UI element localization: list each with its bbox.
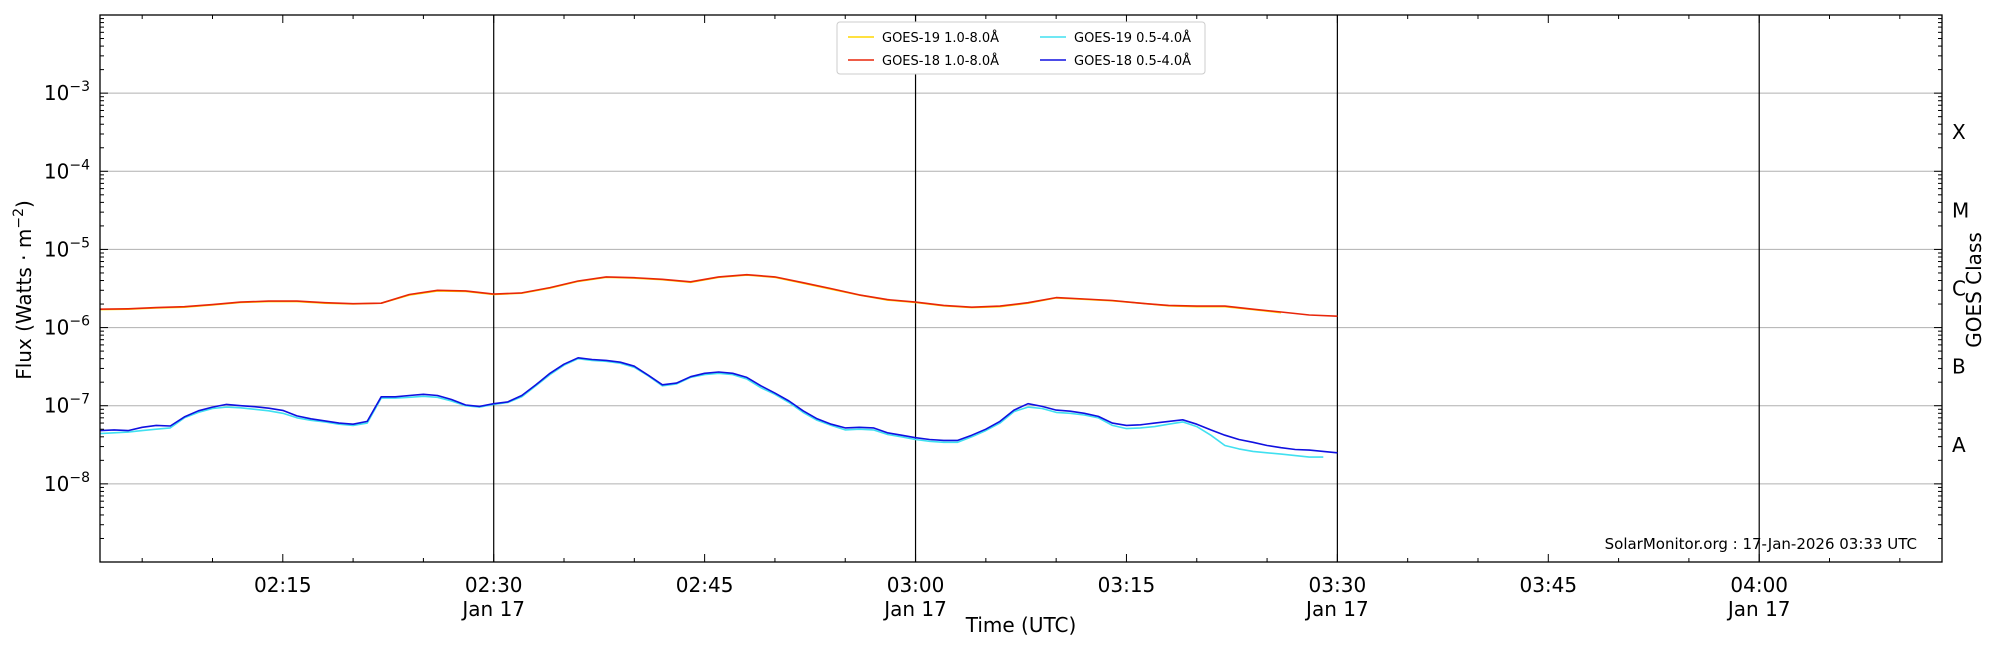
horizontal-gridlines	[100, 92, 1942, 485]
series-line-3	[99, 357, 1324, 458]
y-tick-label: 10−4	[44, 157, 90, 183]
series-line-4	[99, 356, 1338, 454]
y-tick-base: 10	[44, 81, 69, 105]
y-tick-exponent: −6	[69, 314, 90, 330]
x-tick-label: 04:00	[1730, 573, 1788, 597]
y-tick-base: 10	[44, 237, 69, 261]
legend-label: GOES-19 0.5-4.0Å	[1074, 30, 1191, 46]
y-axis-title: Flux (Watts · m−2)	[11, 200, 36, 380]
x-tick-label: 02:45	[676, 573, 734, 597]
y-tick-exponent: −7	[69, 392, 90, 408]
y-tick-label: 10−8	[44, 470, 90, 496]
y-tick-label: 10−6	[44, 314, 90, 340]
goes-class-label: M	[1952, 198, 1969, 222]
y-tick-label: 10−7	[44, 392, 90, 418]
x-axis-title: Time (UTC)	[965, 613, 1077, 637]
y-axis-title-main: Flux (Watts · m	[12, 229, 36, 380]
y-tick-exponent: −4	[69, 157, 90, 173]
solarmonitor-credit: SolarMonitor.org : 17-Jan-2026 03:33 UTC	[1605, 535, 1917, 553]
y-axis-title-exponent: −2	[11, 208, 27, 229]
x-tick-date-label: Jan 17	[1726, 597, 1791, 621]
y-tick-exponent: −5	[69, 235, 90, 251]
y-tick-base: 10	[44, 472, 69, 496]
legend-label: GOES-18 0.5-4.0Å	[1074, 53, 1191, 69]
y-axis-title-close: )	[12, 200, 36, 208]
plot-frame	[99, 14, 1943, 563]
legend: GOES-19 1.0-8.0Å GOES-18 1.0-8.0Å GOES-19 …	[836, 21, 1206, 75]
x-tick-date-label: Jan 17	[882, 597, 947, 621]
x-tick-date-label: Jan 17	[460, 597, 525, 621]
x-tick-label: 02:30	[465, 573, 523, 597]
goes-class-label: A	[1952, 433, 1966, 457]
goes-class-label: C	[1952, 277, 1966, 301]
series-line-2	[99, 273, 1338, 317]
y-tick-base: 10	[44, 316, 69, 340]
y-tick-base: 10	[44, 159, 69, 183]
legend-label: GOES-18 1.0-8.0Å	[882, 53, 999, 69]
legend-box	[836, 21, 1206, 75]
x-tick-label: 03:00	[887, 573, 945, 597]
y-tick-exponent: −8	[69, 470, 90, 486]
y-axis-ticks: 10−810−710−610−510−410−3	[44, 14, 1942, 563]
y-tick-label: 10−3	[44, 79, 90, 105]
day-marker-lines	[493, 15, 1760, 562]
x-tick-label: 03:45	[1519, 573, 1577, 597]
x-tick-label: 03:30	[1309, 573, 1367, 597]
goes-class-label: B	[1952, 355, 1966, 379]
goes-class-labels: A B C M X	[1952, 120, 1969, 457]
flux-series	[99, 273, 1338, 458]
goes-class-axis-title: GOES Class	[1962, 232, 1986, 348]
x-tick-date-label: Jan 17	[1304, 597, 1369, 621]
x-tick-label: 02:15	[254, 573, 312, 597]
goes-class-label: X	[1952, 120, 1966, 144]
x-tick-label: 03:15	[1098, 573, 1156, 597]
y-tick-label: 10−5	[44, 235, 90, 261]
y-tick-exponent: −3	[69, 79, 90, 95]
y-tick-base: 10	[44, 394, 69, 418]
legend-label: GOES-19 1.0-8.0Å	[882, 30, 999, 46]
